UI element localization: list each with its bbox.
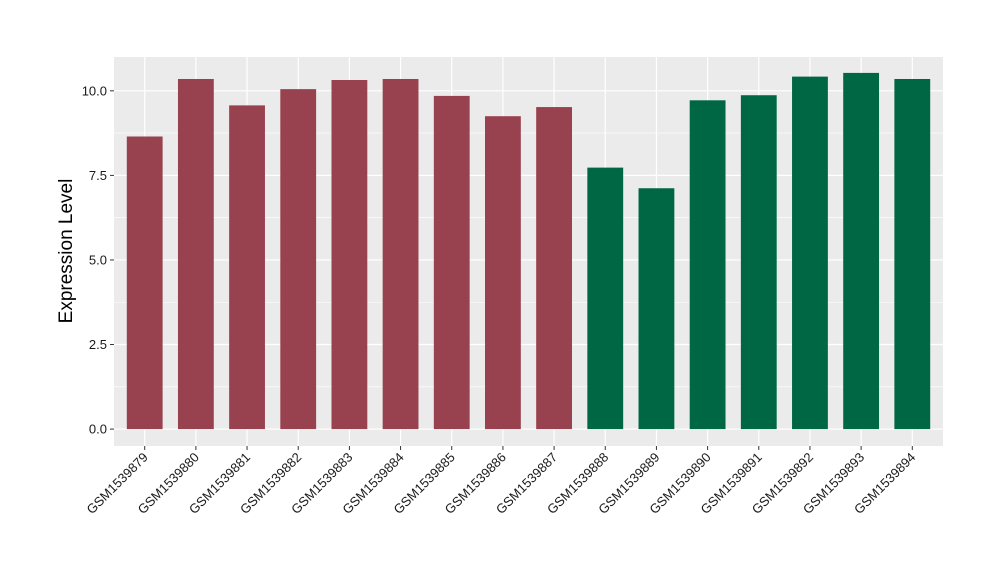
bar-GSM1539880 xyxy=(177,78,214,430)
y-axis-ticks: 0.0 2.5 5.0 7.5 10.0 xyxy=(82,83,114,437)
bar-GSM1539888 xyxy=(587,167,624,430)
y-tick-label: 2.5 xyxy=(89,337,107,352)
bar-GSM1539891 xyxy=(740,95,777,430)
bar-GSM1539893 xyxy=(843,72,880,430)
y-tick-label: 7.5 xyxy=(89,168,107,183)
bar-GSM1539882 xyxy=(280,89,317,430)
bar-GSM1539890 xyxy=(689,100,726,430)
bar-GSM1539887 xyxy=(536,107,572,430)
bar-GSM1539885 xyxy=(433,95,470,430)
bar-GSM1539886 xyxy=(485,116,521,430)
bar-GSM1539883 xyxy=(331,80,368,430)
bars xyxy=(126,72,931,430)
bar-GSM1539894 xyxy=(894,78,931,430)
y-tick-label: 10.0 xyxy=(82,83,107,98)
bar-GSM1539892 xyxy=(792,76,828,430)
y-tick-label: 5.0 xyxy=(89,252,107,267)
x-axis-ticks: GSM1539879GSM1539880GSM1539881GSM1539882… xyxy=(83,446,918,517)
bar-GSM1539879 xyxy=(126,136,163,430)
bar-GSM1539881 xyxy=(229,105,265,430)
bar-GSM1539889 xyxy=(638,188,675,430)
y-tick-label: 0.0 xyxy=(89,422,107,437)
y-axis-title: Expression Level xyxy=(56,179,77,324)
bar-GSM1539884 xyxy=(382,78,419,430)
